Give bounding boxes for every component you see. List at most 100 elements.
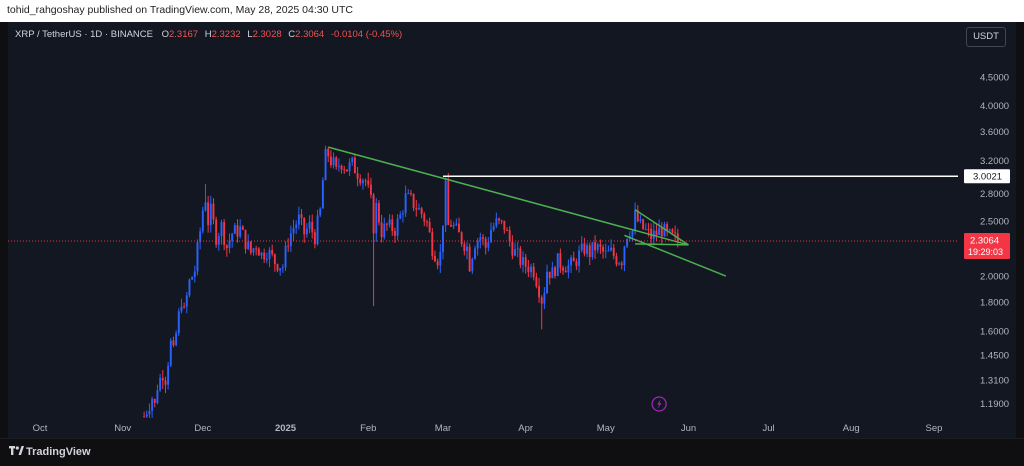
candle-body [388, 219, 391, 225]
candle-body [287, 245, 290, 247]
candle [655, 223, 658, 242]
candle-body [199, 231, 202, 243]
candle [650, 223, 653, 244]
resistance-price-label: 3.0021 [973, 172, 1002, 183]
candle [247, 234, 250, 251]
drawings-layer[interactable] [8, 146, 958, 277]
candle [303, 217, 306, 243]
candle-body [151, 399, 154, 411]
candle-body [492, 226, 495, 230]
candle [602, 244, 605, 259]
candle [156, 384, 159, 405]
candle [276, 263, 279, 273]
candle [297, 206, 300, 230]
plot-area[interactable] [8, 22, 958, 438]
candle-body [364, 180, 367, 182]
candle-body [236, 225, 239, 237]
symbol-name[interactable]: XRP / TetherUS · 1D · BINANCE [15, 29, 153, 40]
candle [412, 193, 415, 212]
price-chart[interactable]: 4.5000 4.0000 3.6000 3.2000 2.8000 2.5000 2.00… [8, 22, 1016, 438]
candle [407, 189, 410, 195]
candle [474, 245, 476, 260]
candle [308, 215, 311, 234]
candle [175, 330, 178, 347]
candle-body [660, 227, 663, 237]
candle-body [423, 214, 426, 222]
candle [511, 235, 514, 260]
candle-body [169, 340, 172, 366]
lower-trendline[interactable] [624, 234, 727, 277]
candle [490, 222, 492, 244]
candle-body [567, 265, 570, 273]
triangle-upper-line[interactable] [634, 209, 689, 246]
candle [236, 219, 239, 243]
publish-info: tohid_rahgoshay published on TradingView… [7, 4, 353, 16]
footer-brand[interactable]: TradingView [26, 446, 91, 458]
candle-body [172, 340, 175, 346]
time-tick-label: Nov [114, 423, 131, 434]
candle [183, 302, 186, 309]
last-price-tag [964, 233, 1010, 260]
candle-body [260, 252, 263, 256]
candle-body [671, 229, 674, 233]
candle [548, 271, 551, 285]
candle [444, 177, 447, 233]
candle [543, 287, 546, 310]
candle [209, 195, 212, 233]
price-tick-label: 1.1900 [980, 399, 1009, 410]
triangle-lower-line[interactable] [635, 243, 689, 246]
candle-body [305, 228, 308, 235]
candle-body [175, 333, 178, 346]
candle-body [634, 210, 637, 232]
candle [479, 232, 482, 249]
candle [492, 222, 495, 232]
candle-body [249, 241, 252, 253]
candle [228, 233, 231, 254]
candle-body [231, 233, 234, 241]
candle-body [674, 232, 677, 234]
candle-body [337, 165, 340, 167]
candle-body [393, 231, 396, 236]
candle [199, 227, 202, 250]
time-tick-label: Jul [762, 423, 774, 434]
candle-body [655, 230, 658, 236]
currency-button[interactable]: USDT [966, 27, 1006, 47]
candle [300, 208, 303, 226]
time-axis-bg[interactable] [8, 418, 958, 438]
candle [591, 242, 594, 260]
candle [484, 236, 487, 255]
time-axis[interactable]: Oct Nov Dec 2025 Feb Mar Apr May Jun Jul Aug Sep [8, 418, 958, 438]
price-axis[interactable]: 4.5000 4.0000 3.6000 3.2000 2.8000 2.5000 2.00… [958, 22, 1016, 438]
candle-body [327, 148, 330, 157]
candle-body [335, 157, 338, 167]
candle-body [361, 180, 364, 184]
candle-body [458, 223, 460, 233]
candle [458, 217, 460, 233]
candle [375, 198, 378, 242]
tradingview-logo-icon[interactable] [9, 445, 24, 456]
candle-body [524, 257, 527, 267]
price-axis-bg[interactable] [958, 22, 1016, 438]
candle [460, 231, 463, 247]
price-tick-label: 1.4500 [980, 351, 1009, 362]
candle [396, 214, 399, 241]
candle-body [618, 263, 621, 265]
candle [522, 251, 524, 273]
candle [188, 278, 191, 298]
price-tick-label: 1.3100 [980, 375, 1009, 386]
candle [361, 178, 364, 190]
price-tick-label: 4.0000 [980, 101, 1009, 112]
candle [225, 244, 228, 257]
candle [626, 238, 629, 249]
candle [359, 174, 362, 186]
change-value: -0.0104 (-0.45%) [330, 29, 403, 40]
time-tick-label: Dec [194, 423, 211, 434]
candle-body [436, 261, 439, 266]
chart-pane[interactable]: 4.5000 4.0000 3.6000 3.2000 2.8000 2.5000 2.00… [8, 22, 1016, 438]
candle [588, 242, 591, 266]
candle-body [252, 248, 255, 253]
time-tick-label: Aug [843, 423, 860, 434]
upper-trendline[interactable] [328, 146, 689, 246]
candle-body [564, 270, 567, 273]
candle-body [511, 241, 514, 256]
